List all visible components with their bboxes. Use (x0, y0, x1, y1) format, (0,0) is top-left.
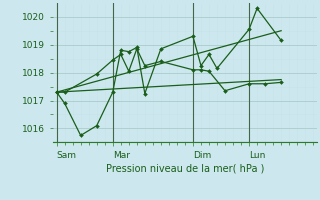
X-axis label: Pression niveau de la mer( hPa ): Pression niveau de la mer( hPa ) (106, 163, 264, 173)
